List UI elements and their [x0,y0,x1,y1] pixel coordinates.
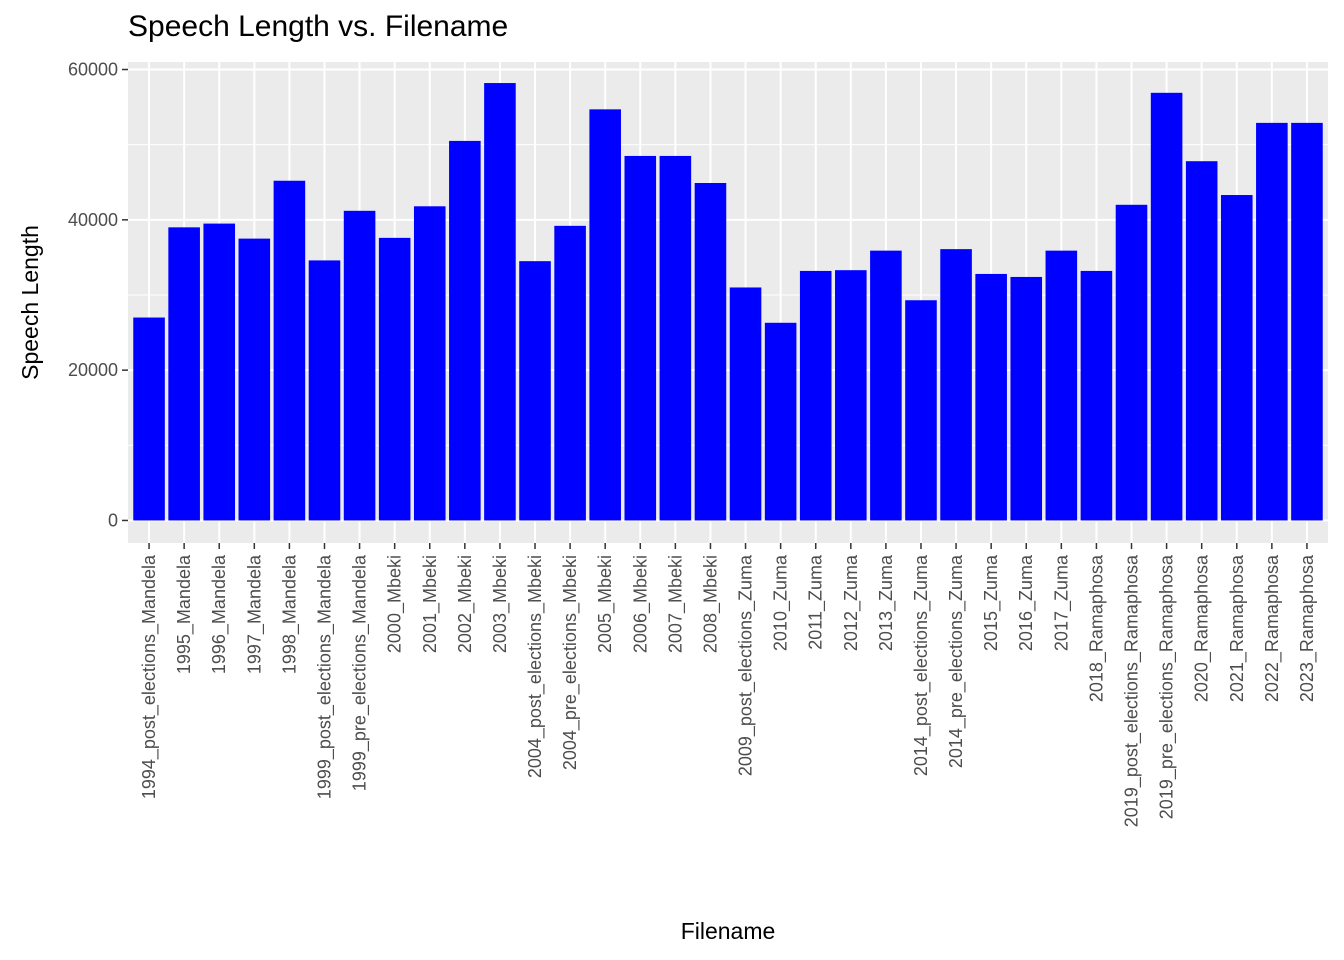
chart-title: Speech Length vs. Filename [128,10,509,43]
y-tick-label: 60000 [68,60,118,80]
bar [1115,204,1148,521]
x-tick-label: 1996_Mandela [209,554,230,674]
bar [1185,161,1218,521]
x-tick-label: 2013_Zuma [876,554,897,651]
bar [975,273,1007,521]
bars [133,83,1323,521]
bar [238,238,271,521]
x-tick-label: 1995_Mandela [174,554,195,674]
x-tick-label: 2005_Mbeki [595,555,616,653]
x-tick-label: 2019_post_elections_Ramaphosa [1122,554,1143,827]
x-tick-label: 2022_Ramaphosa [1262,554,1283,702]
x-tick-label: 2021_Ramaphosa [1227,554,1248,702]
plot-panel [128,62,1328,543]
bar [378,237,411,521]
x-tick-label: 2014_post_elections_Zuma [911,554,932,776]
bar [308,260,341,521]
bar [694,183,727,521]
x-tick-label: 2023_Ramaphosa [1297,554,1318,702]
x-tick-label: 2002_Mbeki [455,555,476,653]
bar [659,155,692,521]
y-tick-label: 20000 [68,360,118,380]
bar [133,317,165,521]
bar [484,83,516,521]
bar [343,210,376,521]
bar [1256,122,1288,521]
bar [764,322,797,521]
bar [449,140,481,521]
x-tick-label: 2009_post_elections_Zuma [736,554,757,776]
x-tick-label: 2018_Ramaphosa [1086,554,1107,702]
y-axis: 0 20000 40000 60000 [68,60,128,530]
bar [870,250,902,521]
bar [624,155,657,521]
x-tick-label: 2017_Zuma [1051,554,1072,651]
bar [729,287,762,521]
bar [835,270,867,521]
x-tick-label: 2020_Ramaphosa [1192,554,1213,702]
x-axis: 1994_post_elections_Mandela 1995_Mandela 1… [139,543,1318,827]
bar [273,180,306,521]
x-tick-label: 2000_Mbeki [385,555,406,653]
x-tick-label: 2019_pre_elections_Ramaphosa [1157,554,1178,819]
x-tick-label: 2015_Zuma [981,554,1002,651]
bar [1150,92,1183,521]
bar [203,223,236,521]
bar [1010,276,1043,521]
y-tick-label: 0 [108,510,118,530]
x-tick-label: 2012_Zuma [841,554,862,651]
bar [1291,122,1323,521]
y-axis-title: Speech Length [17,225,43,380]
x-tick-label: 2006_Mbeki [630,555,651,653]
bar [1080,270,1113,521]
bar [940,249,972,521]
bar [589,109,621,521]
x-tick-label: 1998_Mandela [279,554,300,674]
x-tick-label: 2011_Zuma [806,554,827,650]
bar [413,206,446,521]
bar [1045,250,1078,521]
bar [168,227,200,521]
x-tick-label: 2004_post_elections_Mbeki [525,555,546,778]
x-axis-title: Filename [681,918,776,944]
x-tick-label: 2003_Mbeki [490,555,511,653]
bar [1220,195,1253,521]
x-tick-label: 1997_Mandela [244,554,265,674]
y-tick-label: 40000 [68,210,118,230]
x-tick-label: 2008_Mbeki [700,555,721,653]
x-tick-label: 1994_post_elections_Mandela [139,554,160,799]
x-tick-label: 1999_pre_elections_Mandela [350,554,371,791]
bar [905,300,937,521]
bar [799,270,832,521]
x-tick-label: 2007_Mbeki [665,555,686,653]
x-tick-label: 2004_pre_elections_Mbeki [560,555,581,770]
x-tick-label: 2010_Zuma [771,554,792,651]
bar [554,225,586,521]
x-tick-label: 1999_post_elections_Mandela [314,554,335,799]
x-tick-label: 2001_Mbeki [420,555,441,653]
bar [519,261,551,521]
x-tick-label: 2014_pre_elections_Zuma [946,554,967,768]
x-tick-label: 2016_Zuma [1016,554,1037,651]
